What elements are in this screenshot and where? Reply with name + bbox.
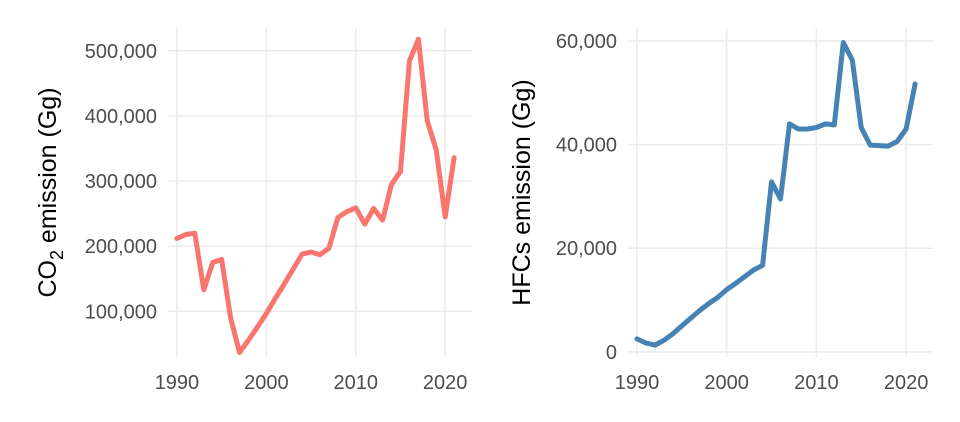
y-axis-label: HFCs emission (Gg) xyxy=(508,79,536,305)
x-tick-label: 2000 xyxy=(704,372,749,394)
x-tick-label: 2010 xyxy=(794,372,839,394)
y-tick-label: 300,000 xyxy=(85,171,157,193)
series-line-1 xyxy=(174,36,457,355)
x-tick-label: 1990 xyxy=(155,372,200,394)
x-tick-label: 2010 xyxy=(334,372,379,394)
y-axis-label-subscript: 2 xyxy=(47,250,67,260)
panel-1: 1990 2000 2010 2020 100,000 200,000 300,000 400… xyxy=(34,28,472,394)
x-tick-label: 2020 xyxy=(423,372,468,394)
y-tick-label: 20,000 xyxy=(556,238,617,260)
y-axis-label: CO2 emission (Gg) xyxy=(34,87,67,297)
y-axis-label-part: emission (Gg) xyxy=(34,87,62,250)
y-tick-label: 40,000 xyxy=(556,135,617,157)
y-tick-label: 400,000 xyxy=(85,106,157,128)
y-tick-label: 500,000 xyxy=(85,41,157,63)
y-axis-label-part: CO xyxy=(34,260,62,298)
x-tick-label: 2020 xyxy=(884,372,929,394)
y-tick-label: 60,000 xyxy=(556,31,617,53)
y-tick-label: 100,000 xyxy=(85,301,157,323)
x-tick-label: 1990 xyxy=(615,372,660,394)
series-line-2 xyxy=(634,40,918,348)
y-tick-label: 200,000 xyxy=(85,236,157,258)
y-tick-label: 0 xyxy=(606,342,617,364)
panel-2: 1990 2000 2010 2020 0 20,000 40,000 60,000 HFCs … xyxy=(508,28,933,394)
x-tick-label: 2000 xyxy=(244,372,289,394)
